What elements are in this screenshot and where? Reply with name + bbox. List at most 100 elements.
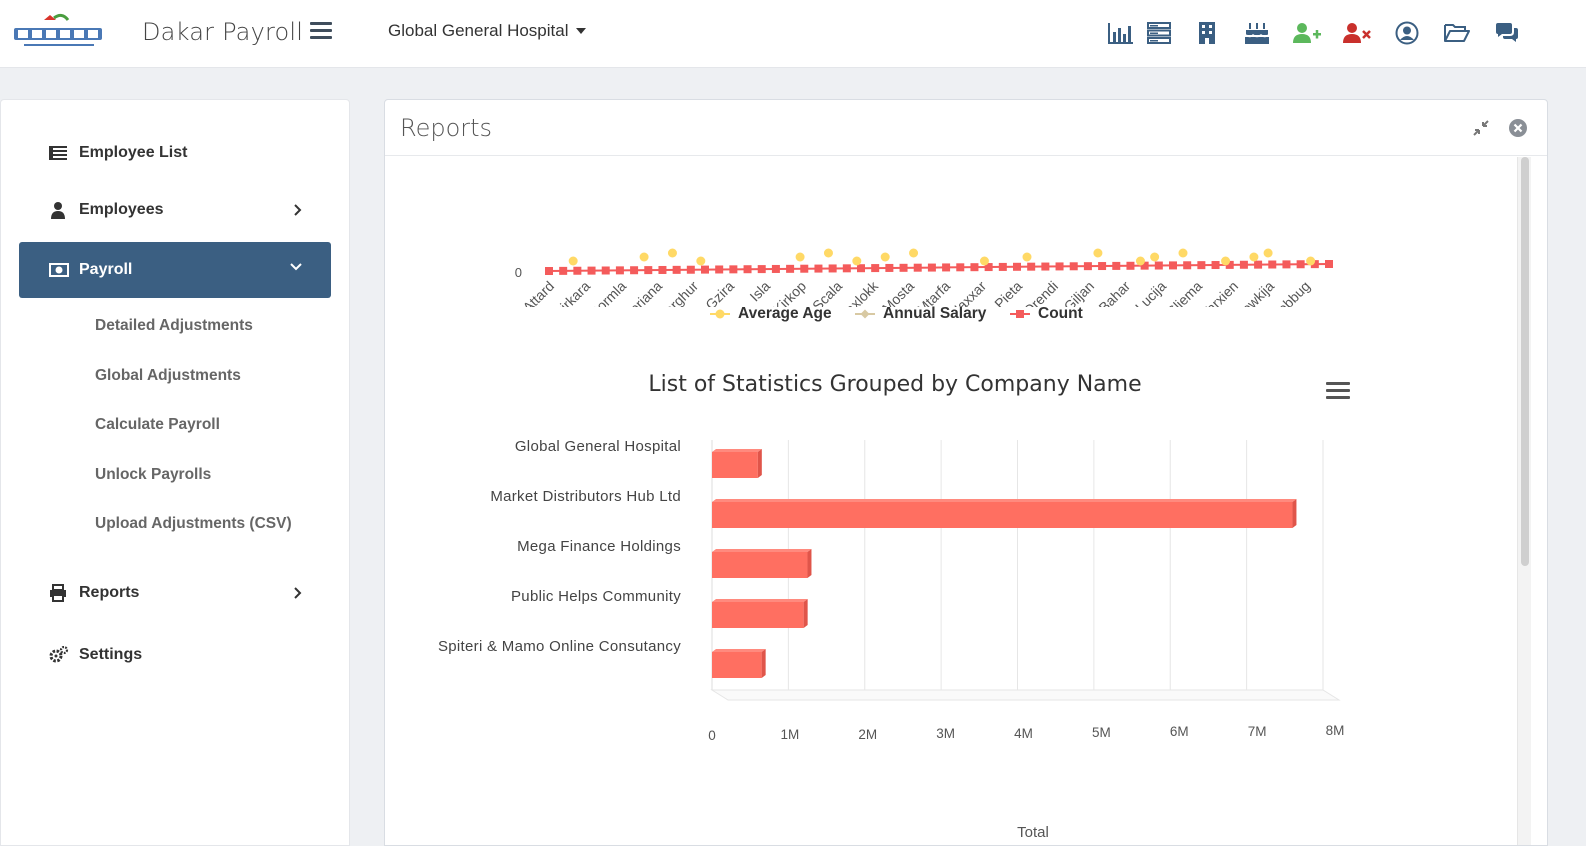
panel-scrollbar[interactable] bbox=[1517, 157, 1531, 845]
count-point[interactable] bbox=[1282, 260, 1291, 269]
count-point[interactable] bbox=[1126, 261, 1135, 270]
sidebar-toggle-menu-icon[interactable] bbox=[310, 22, 332, 40]
user-circle-icon[interactable] bbox=[1392, 18, 1422, 48]
average-age-point[interactable] bbox=[568, 256, 578, 266]
count-point[interactable] bbox=[998, 262, 1007, 271]
count-point[interactable] bbox=[1154, 261, 1163, 270]
cake-icon[interactable] bbox=[1242, 18, 1272, 48]
count-point[interactable] bbox=[601, 266, 610, 275]
count-point[interactable] bbox=[757, 265, 766, 274]
count-point[interactable] bbox=[1013, 262, 1021, 271]
count-point[interactable] bbox=[800, 264, 809, 273]
sidebar-item-payroll[interactable]: Payroll bbox=[19, 242, 331, 298]
count-point[interactable] bbox=[1055, 262, 1064, 271]
bar-chart-icon[interactable] bbox=[1106, 18, 1136, 48]
average-age-point[interactable] bbox=[979, 256, 989, 266]
bar[interactable] bbox=[712, 599, 808, 628]
count-point[interactable] bbox=[1325, 260, 1333, 268]
count-point[interactable] bbox=[672, 265, 681, 274]
count-point[interactable] bbox=[1140, 261, 1149, 270]
average-age-point[interactable] bbox=[1306, 256, 1316, 266]
count-point[interactable] bbox=[828, 264, 837, 273]
sidebar-subitem-global-adjustments[interactable]: Global Adjustments bbox=[95, 367, 241, 384]
legend-item-count[interactable]: Count bbox=[1010, 305, 1083, 323]
count-point[interactable] bbox=[743, 265, 752, 274]
count-point[interactable] bbox=[644, 266, 653, 275]
legend-item-average-age[interactable]: Average Age bbox=[710, 305, 832, 323]
count-point[interactable] bbox=[559, 266, 568, 275]
count-point[interactable] bbox=[715, 265, 724, 274]
sidebar-subitem-detailed-adjustments[interactable]: Detailed Adjustments bbox=[95, 317, 253, 334]
count-point[interactable] bbox=[899, 263, 908, 272]
bar[interactable] bbox=[712, 549, 812, 578]
count-point[interactable] bbox=[1069, 262, 1078, 271]
average-age-point[interactable] bbox=[1022, 252, 1032, 262]
count-point[interactable] bbox=[1225, 260, 1234, 269]
count-point[interactable] bbox=[913, 263, 922, 272]
count-point[interactable] bbox=[885, 263, 894, 272]
count-point[interactable] bbox=[970, 263, 979, 272]
sidebar-subitem-upload-adjustments[interactable]: Upload Adjustments (CSV) bbox=[95, 515, 292, 532]
server-icon[interactable] bbox=[1144, 18, 1174, 48]
average-age-point[interactable] bbox=[852, 256, 862, 266]
count-point[interactable] bbox=[1254, 260, 1263, 269]
count-point[interactable] bbox=[1183, 261, 1192, 270]
count-point[interactable] bbox=[587, 266, 596, 275]
count-point[interactable] bbox=[1169, 261, 1177, 270]
average-age-point[interactable] bbox=[1221, 256, 1231, 266]
count-point[interactable] bbox=[942, 263, 951, 272]
count-point[interactable] bbox=[615, 266, 624, 275]
compress-icon[interactable] bbox=[1471, 118, 1491, 138]
scrollbar-thumb[interactable] bbox=[1521, 157, 1529, 566]
comments-icon[interactable] bbox=[1492, 18, 1522, 48]
count-point[interactable] bbox=[1027, 262, 1036, 271]
sidebar-subitem-unlock-payrolls[interactable]: Unlock Payrolls bbox=[95, 466, 212, 483]
legend-item-annual-salary[interactable]: Annual Salary bbox=[855, 305, 986, 323]
count-point[interactable] bbox=[1211, 261, 1220, 270]
average-age-point[interactable] bbox=[795, 252, 805, 262]
average-age-point[interactable] bbox=[823, 248, 833, 258]
count-point[interactable] bbox=[927, 263, 936, 272]
average-age-point[interactable] bbox=[1178, 248, 1188, 258]
count-point[interactable] bbox=[658, 265, 667, 274]
count-point[interactable] bbox=[1268, 260, 1277, 269]
close-icon[interactable] bbox=[1508, 118, 1528, 138]
count-point[interactable] bbox=[1310, 260, 1319, 269]
bar[interactable] bbox=[712, 449, 762, 478]
sidebar-item-settings[interactable]: Settings bbox=[19, 632, 331, 678]
average-age-point[interactable] bbox=[667, 248, 677, 258]
average-age-point[interactable] bbox=[1263, 248, 1273, 258]
dakar-logo[interactable] bbox=[14, 12, 104, 52]
count-point[interactable] bbox=[729, 265, 738, 274]
average-age-point[interactable] bbox=[909, 248, 919, 258]
average-age-point[interactable] bbox=[696, 256, 706, 266]
sidebar-item-employees[interactable]: Employees bbox=[19, 187, 331, 233]
count-point[interactable] bbox=[573, 266, 582, 275]
sidebar-item-reports[interactable]: Reports bbox=[19, 570, 331, 616]
building-icon[interactable] bbox=[1192, 18, 1222, 48]
add-user-icon[interactable] bbox=[1292, 18, 1322, 48]
average-age-point[interactable] bbox=[1093, 248, 1103, 258]
count-point[interactable] bbox=[857, 264, 865, 273]
count-point[interactable] bbox=[842, 264, 851, 273]
count-point[interactable] bbox=[1041, 262, 1050, 271]
average-age-point[interactable] bbox=[1135, 256, 1145, 266]
average-age-point[interactable] bbox=[1249, 252, 1259, 262]
count-point[interactable] bbox=[871, 264, 880, 273]
count-point[interactable] bbox=[984, 263, 993, 272]
count-point[interactable] bbox=[814, 264, 823, 273]
sidebar-item-employee-list[interactable]: Employee List bbox=[19, 130, 331, 176]
company-selector[interactable]: Global General Hospital bbox=[388, 21, 587, 41]
count-point[interactable] bbox=[1098, 262, 1107, 271]
count-point[interactable] bbox=[686, 265, 695, 274]
count-point[interactable] bbox=[1296, 260, 1305, 269]
bar[interactable] bbox=[712, 649, 766, 678]
count-point[interactable] bbox=[545, 267, 553, 275]
count-point[interactable] bbox=[1083, 262, 1092, 271]
average-age-point[interactable] bbox=[880, 252, 890, 262]
folder-open-icon[interactable] bbox=[1442, 18, 1472, 48]
remove-user-icon[interactable] bbox=[1342, 18, 1372, 48]
count-point[interactable] bbox=[786, 264, 795, 273]
count-point[interactable] bbox=[956, 263, 965, 272]
average-age-point[interactable] bbox=[639, 252, 649, 262]
